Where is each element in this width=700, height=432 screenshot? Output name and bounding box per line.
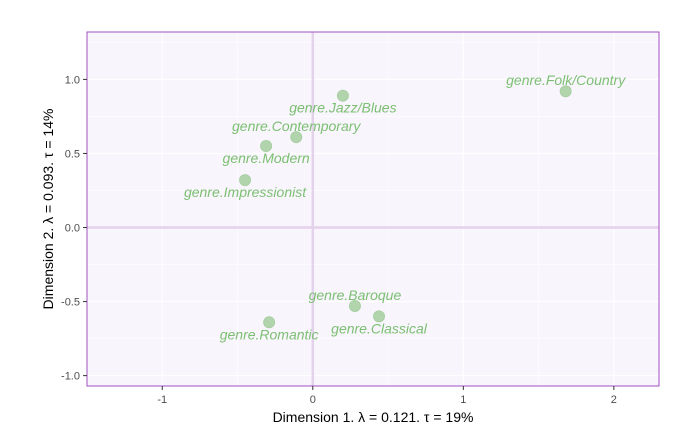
data-point	[336, 89, 349, 102]
point-label: genre.Classical	[331, 320, 428, 336]
point-labels-layer: genre.Folk/Country genre.Jazz/Blues genre.…	[184, 72, 626, 342]
x-tick-label: 0	[310, 394, 316, 406]
data-point	[348, 300, 361, 313]
y-tick-label: 1.0	[65, 74, 80, 86]
point-label: genre.Baroque	[309, 287, 402, 303]
y-tick-label: 0.0	[65, 223, 80, 235]
y-axis-ticks: -1.0 -0.5 0.0 0.5 1.0	[61, 74, 87, 383]
x-tick-label: 2	[611, 394, 617, 406]
point-label: genre.Jazz/Blues	[289, 100, 396, 116]
data-point	[239, 174, 252, 187]
y-axis-title: Dimension 2. λ = 0.093. τ = 14%	[40, 109, 56, 310]
data-point	[263, 316, 276, 329]
point-label: genre.Impressionist	[184, 184, 307, 200]
point-label: genre.Modern	[223, 150, 310, 166]
data-point	[290, 131, 303, 144]
points-layer	[239, 85, 572, 329]
y-tick-label: -0.5	[61, 297, 80, 309]
x-axis-title: Dimension 1. λ = 0.121. τ = 19%	[273, 409, 474, 425]
data-point	[559, 85, 572, 98]
x-tick-label: -1	[157, 394, 167, 406]
point-label: genre.Romantic	[220, 326, 319, 342]
y-tick-label: -1.0	[61, 371, 80, 383]
plot-border	[86, 31, 660, 387]
y-tick-label: 0.5	[65, 148, 80, 160]
data-point	[373, 310, 386, 323]
point-label: genre.Contemporary	[232, 118, 361, 134]
x-tick-label: 1	[460, 394, 466, 406]
x-axis-ticks: -1 0 1 2	[157, 386, 617, 406]
data-point	[260, 140, 273, 153]
point-label: genre.Folk/Country	[506, 72, 626, 88]
zero-lines	[87, 32, 659, 386]
